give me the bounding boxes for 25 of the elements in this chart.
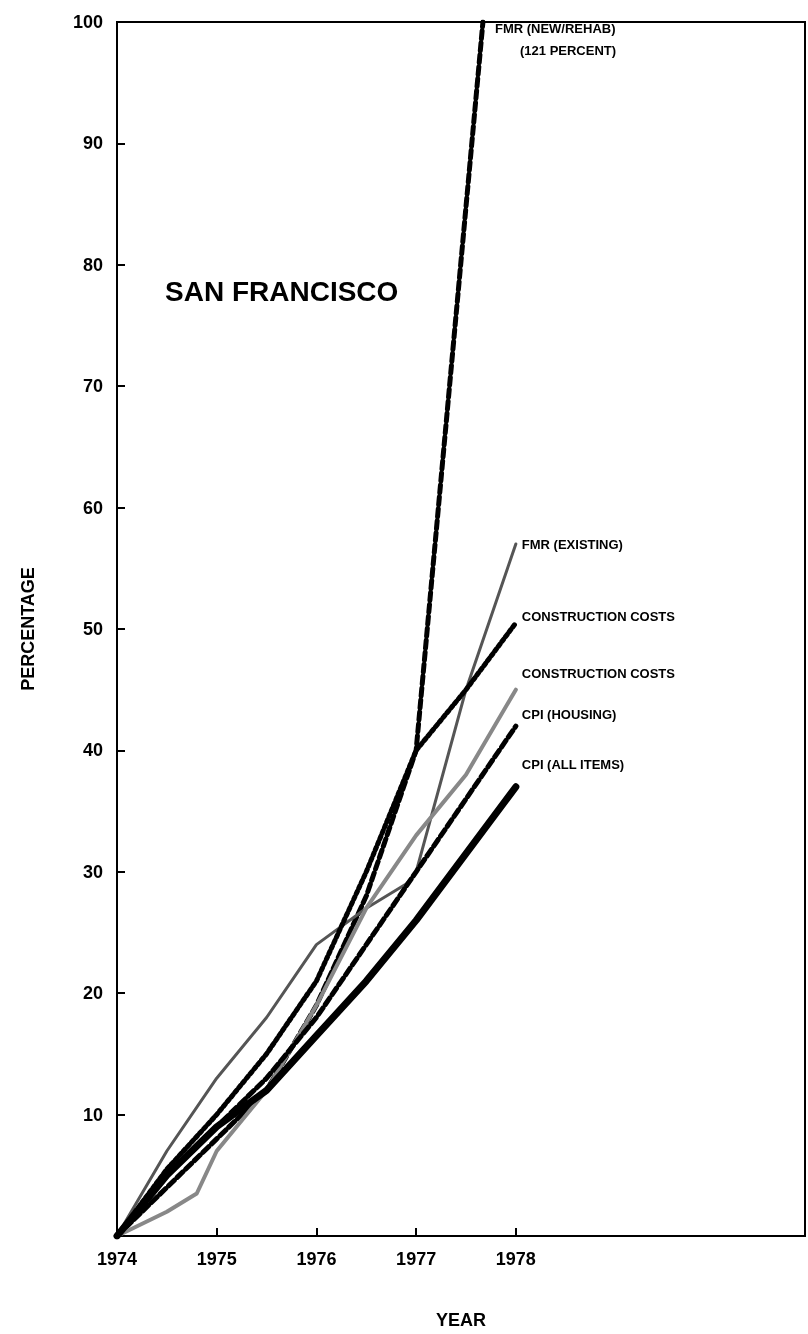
- y-tick-label: 70: [82, 376, 103, 397]
- y-tick-label: 50: [82, 619, 103, 639]
- series-label: CONSTRUCTION COSTS: [521, 609, 676, 625]
- y-tick-label: 40: [82, 740, 103, 761]
- y-tick-label: 90: [82, 133, 103, 154]
- x-tick-label: 1976: [296, 1249, 337, 1269]
- y-axis-title: PERCENTAGE: [18, 567, 38, 691]
- annotation: (121 PERCENT): [520, 43, 617, 58]
- series-label: FMR (EXISTING): [521, 536, 623, 552]
- series-label: CPI (ALL ITEMS): [521, 757, 625, 773]
- y-tick-label: 10: [82, 1104, 103, 1125]
- x-tick-label: 1975: [196, 1249, 237, 1269]
- series-label: FMR (NEW/REHAB): [494, 20, 616, 36]
- y-tick-label: 30: [82, 861, 103, 882]
- x-tick-label: 1974: [96, 1249, 138, 1269]
- y-tick-label: 60: [82, 497, 103, 518]
- series-label: CPI (HOUSING): [521, 706, 617, 722]
- x-axis-title: YEAR: [435, 1310, 487, 1330]
- series-label: CONSTRUCTION COSTS: [521, 666, 676, 682]
- text: SAN FRANCISCO: [165, 275, 399, 307]
- y-tick-label: 100: [72, 12, 103, 32]
- y-tick-label: 20: [82, 983, 103, 1004]
- x-tick-label: 1977: [396, 1249, 437, 1269]
- x-tick-label: 1978: [495, 1249, 536, 1269]
- y-tick-label: 80: [82, 254, 103, 275]
